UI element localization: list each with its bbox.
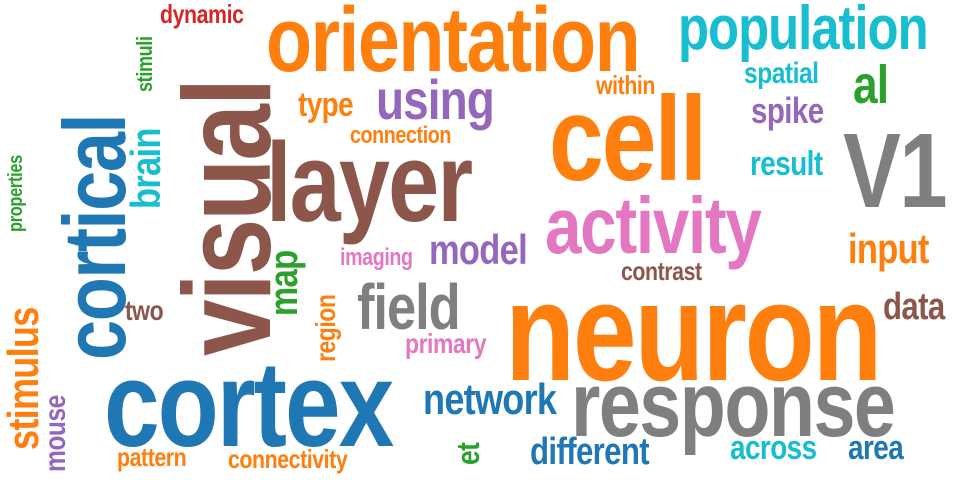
word-model: model: [429, 226, 528, 273]
word-region: region: [310, 294, 341, 362]
word-mouse: mouse: [39, 395, 72, 472]
word-imaging: imaging: [340, 244, 413, 271]
word-across: across: [730, 429, 817, 467]
word-orientation: orientation: [266, 0, 641, 91]
word-input: input: [848, 225, 929, 272]
word-result: result: [750, 145, 823, 183]
word-area: area: [848, 429, 904, 467]
word-type: type: [298, 86, 354, 124]
word-field: field: [357, 271, 461, 343]
word-population: population: [678, 0, 929, 63]
word-response: response: [571, 354, 896, 456]
word-layer: layer: [266, 120, 473, 245]
word-neuron: neuron: [505, 253, 883, 410]
word-al: al: [853, 55, 889, 115]
word-primary: primary: [405, 328, 487, 359]
word-pattern: pattern: [117, 442, 187, 472]
word-cell: cell: [549, 72, 707, 206]
word-map: map: [262, 250, 306, 316]
word-using: using: [376, 68, 495, 131]
word-et: et: [450, 442, 486, 465]
word-cortex: cortex: [104, 336, 394, 472]
word-network: network: [423, 375, 557, 424]
word-brain: brain: [122, 128, 169, 209]
word-stimuli: stimuli: [132, 36, 157, 92]
word-properties: properties: [5, 155, 27, 232]
word-connectivity: connectivity: [228, 444, 348, 474]
word-contrast: contrast: [621, 256, 702, 286]
word-activity: activity: [545, 181, 762, 270]
word-dynamic: dynamic: [160, 0, 244, 29]
word-two: two: [125, 295, 164, 326]
word-data: data: [883, 286, 945, 328]
word-v1: V1: [843, 112, 948, 230]
word-connection: connection: [350, 122, 452, 149]
word-spatial: spatial: [744, 57, 819, 90]
word-within: within: [596, 70, 656, 100]
word-different: different: [530, 431, 650, 473]
word-spike: spike: [751, 90, 824, 131]
